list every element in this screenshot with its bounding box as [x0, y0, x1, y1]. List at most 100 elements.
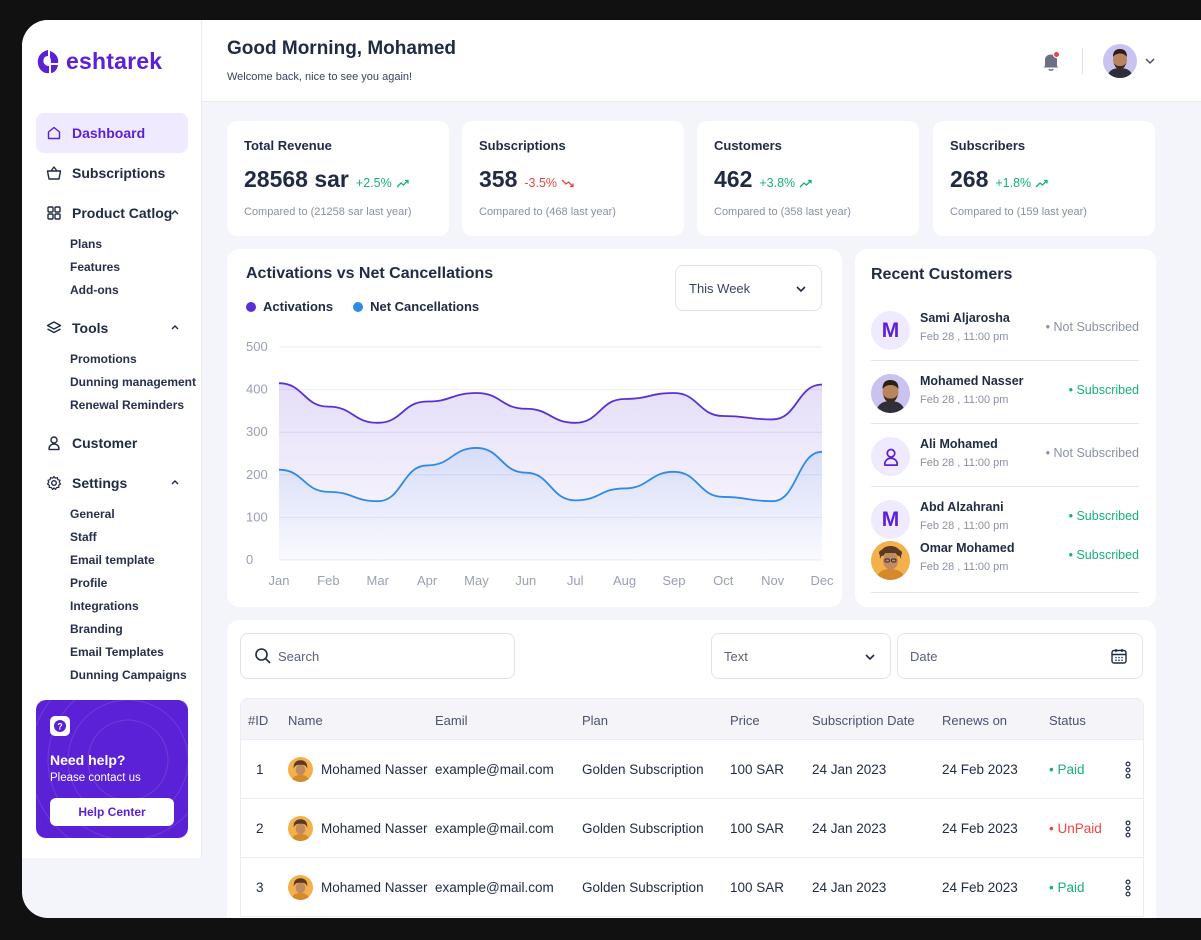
stat-compare: Compared to (21258 sar last year) — [244, 206, 412, 218]
chevron-up-icon[interactable] — [170, 477, 180, 487]
customer-item[interactable]: Ali Mohamed Feb 28 , 11:00 pm • Not Subs… — [871, 424, 1139, 487]
submenu-item-staff[interactable]: Staff — [70, 530, 97, 544]
column-header-price[interactable]: Price — [730, 713, 760, 728]
trend-up-icon — [799, 179, 812, 187]
stat-delta-text: +2.5% — [355, 176, 392, 190]
sidebar-item-tools[interactable]: Tools — [36, 308, 188, 348]
customer-item[interactable]: M Abd Alzahrani Feb 28 , 11:00 pm • Subs… — [871, 487, 1139, 550]
submenu-item-general[interactable]: General — [70, 507, 115, 521]
sidebar-item-customer[interactable]: Customer — [36, 423, 188, 463]
brand-logo[interactable]: eshtarek — [36, 48, 162, 75]
brand-name: eshtarek — [66, 48, 163, 74]
text-filter-select[interactable]: Text — [711, 633, 891, 679]
stat-value: 462 — [714, 166, 753, 192]
period-select[interactable]: This Week — [675, 265, 822, 311]
status-badge: • Subscribed — [1068, 548, 1139, 562]
help-question-icon: ? — [50, 716, 70, 736]
stat-compare: Compared to (159 last year) — [950, 206, 1087, 218]
customer-item[interactable]: Omar Mohamed Feb 28 , 11:00 pm • Subscri… — [871, 538, 1139, 593]
date-filter-input[interactable]: Date — [897, 633, 1143, 679]
cell-email: example@mail.com — [435, 880, 554, 895]
cell-name: Mohamed Nasser — [321, 762, 428, 777]
table-row[interactable]: 2 Mohamed Nasser example@mail.com Golden… — [240, 799, 1144, 858]
customer-name: Omar Mohamed — [920, 541, 1015, 555]
more-options-icon[interactable] — [1125, 820, 1131, 838]
customer-item[interactable]: M Sami Aljarosha Feb 28 , 11:00 pm • Not… — [871, 298, 1139, 361]
sidebar-item-settings[interactable]: Settings — [36, 463, 188, 503]
x-tick-label: Jul — [567, 573, 584, 588]
submenu-item-profile[interactable]: Profile — [70, 576, 108, 590]
avatar: M — [871, 500, 910, 539]
sidebar-item-dashboard[interactable]: Dashboard — [36, 113, 188, 153]
cell-price: 100 SAR — [730, 762, 785, 777]
submenu-item-add-ons[interactable]: Add-ons — [70, 283, 119, 297]
column-header-renews-on[interactable]: Renews on — [942, 713, 1008, 728]
submenu-item-promotions[interactable]: Promotions — [70, 352, 137, 366]
cell-email: example@mail.com — [435, 821, 554, 836]
stat-delta: +1.8% — [995, 176, 1048, 190]
column-header-email[interactable]: Eamil — [435, 713, 468, 728]
column-header-id[interactable]: #ID — [248, 713, 269, 728]
chevron-down-icon[interactable] — [1144, 56, 1156, 66]
submenu-item-plans[interactable]: Plans — [70, 237, 103, 251]
series-line-1 — [278, 447, 823, 503]
user-icon — [883, 448, 898, 466]
customer-item[interactable]: Mohamed Nasser Feb 28 , 11:00 pm • Subsc… — [871, 361, 1139, 424]
cell-id: 3 — [256, 880, 264, 895]
layers-icon — [46, 321, 62, 334]
product-catalog-submenu: Plans Features Add-ons — [36, 233, 188, 302]
stat-value: 28568 sar — [244, 166, 349, 192]
svg-text:?: ? — [57, 722, 63, 732]
avatar — [871, 541, 910, 580]
stat-compare: Compared to (468 last year) — [479, 206, 616, 218]
chevron-up-icon[interactable] — [170, 322, 180, 332]
table-row[interactable]: 1 Mohamed Nasser example@mail.com Golden… — [240, 740, 1144, 799]
status-badge: • Paid — [1049, 880, 1085, 895]
more-options-icon[interactable] — [1125, 761, 1131, 779]
avatar — [871, 437, 910, 476]
chart-title: Activations vs Net Cancellations — [246, 265, 494, 282]
submenu-item-email-templates[interactable]: Email Templates — [70, 645, 164, 659]
avatar — [288, 816, 313, 841]
chevron-up-icon[interactable] — [170, 207, 180, 217]
column-header-subscription-date[interactable]: Subscription Date — [812, 713, 915, 728]
more-options-icon[interactable] — [1125, 879, 1131, 897]
sidebar-item-subscriptions[interactable]: Subscriptions — [36, 153, 188, 193]
sidebar-item-product-catalog[interactable]: Product Catlog — [36, 193, 188, 233]
subscriptions-table-panel: Search Text Date #ID Name Eamil Plan Pri… — [227, 620, 1156, 918]
submenu-item-dunning-campaigns[interactable]: Dunning Campaigns — [70, 668, 187, 682]
stat-value: 358 — [479, 166, 518, 192]
submenu-item-features[interactable]: Features — [70, 260, 121, 274]
column-header-plan[interactable]: Plan — [582, 713, 609, 728]
column-header-status[interactable]: Status — [1049, 713, 1086, 728]
user-avatar[interactable] — [1103, 44, 1137, 78]
activations-chart: 0 100 200 300 400 500 Jan Feb Mar Apr May Jun Jul Aug… — [246, 339, 834, 588]
cell-name: Mohamed Nasser — [321, 880, 428, 895]
stat-compare: Compared to (358 last year) — [714, 206, 851, 218]
stat-value: 268 — [950, 166, 989, 192]
app-screen: eshtarek Dashboard Subscriptions Product… — [22, 20, 1201, 918]
avatar: M — [871, 311, 910, 350]
submenu-item-renewal-reminders[interactable]: Renewal Reminders — [70, 398, 185, 412]
submenu-item-integrations[interactable]: Integrations — [70, 599, 139, 613]
sidebar-item-label: Subscriptions — [72, 165, 166, 181]
legend-item-activations[interactable]: Activations — [246, 299, 333, 314]
customer-date: Feb 28 , 11:00 pm — [920, 457, 1009, 469]
submenu-item-dunning-management[interactable]: Dunning management — [70, 375, 197, 389]
search-input[interactable]: Search — [240, 633, 515, 679]
stat-card-customers: Customers 462 +3.8% Compared to (358 las… — [697, 121, 919, 236]
submenu-item-branding[interactable]: Branding — [70, 622, 123, 636]
chevron-down-icon — [796, 286, 806, 293]
bell-icon[interactable] — [1040, 50, 1062, 72]
sidebar-item-label: Dashboard — [72, 125, 146, 141]
x-tick-label: Aug — [613, 573, 636, 588]
header-divider — [1082, 48, 1083, 74]
submenu-item-email-template[interactable]: Email template — [70, 553, 155, 567]
text-filter-value: Text — [724, 648, 748, 664]
x-tick-label: Mar — [367, 573, 390, 588]
legend-item-net-cancellations[interactable]: Net Cancellations — [353, 299, 479, 314]
table-row[interactable]: 3 Mohamed Nasser example@mail.com Golden… — [240, 858, 1144, 917]
help-center-button[interactable]: Help Center — [50, 798, 174, 826]
x-tick-label: Feb — [317, 573, 339, 588]
column-header-name[interactable]: Name — [288, 713, 323, 728]
